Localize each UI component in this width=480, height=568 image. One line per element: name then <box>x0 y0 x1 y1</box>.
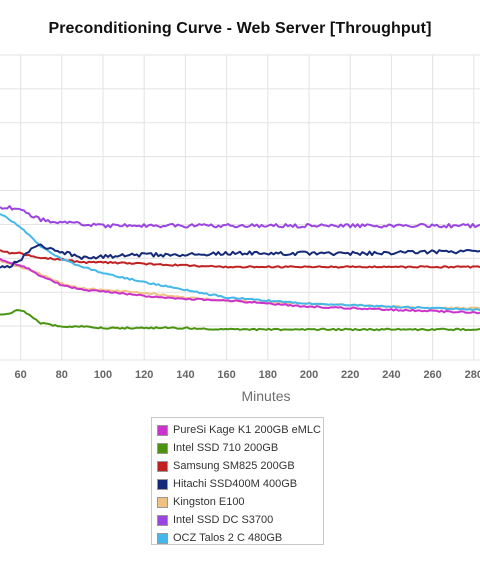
legend-item[interactable]: PureSi Kage K1 200GB eMLC <box>152 421 323 439</box>
series-line <box>0 205 480 229</box>
x-tick-label: 180 <box>259 369 277 381</box>
legend: PureSi Kage K1 200GB eMLC Intel SSD 710 2… <box>151 417 324 545</box>
legend-label: PureSi Kage K1 200GB eMLC <box>173 424 321 436</box>
legend-label: Kingston E100 <box>173 496 245 508</box>
legend-item[interactable]: Samsung SM825 200GB <box>152 457 323 475</box>
legend-swatch <box>157 424 168 436</box>
series-line <box>0 309 480 332</box>
x-axis-ticks: 60 80 100 120 140 160 180 200 220 240 260 280 <box>14 369 480 381</box>
legend-label: OCZ Talos 2 C 480GB <box>173 532 283 544</box>
plot-area: 60 80 100 120 140 160 180 200 220 240 260 280 Minut… <box>0 54 480 404</box>
legend-swatch <box>157 532 168 544</box>
x-tick-label: 220 <box>341 369 359 381</box>
legend-item[interactable]: OCZ Talos 2 C 480GB <box>152 529 323 547</box>
x-tick-label: 260 <box>423 369 441 381</box>
series-line <box>0 257 480 315</box>
series-line <box>0 213 480 312</box>
legend-swatch <box>157 478 168 490</box>
legend-swatch <box>157 460 168 472</box>
series-layer <box>0 205 480 332</box>
legend-item[interactable]: Intel SSD 710 200GB <box>152 439 323 457</box>
legend-item[interactable]: Kingston E100 <box>152 493 323 511</box>
legend-swatch <box>157 496 168 508</box>
x-tick-label: 160 <box>217 369 235 381</box>
chart-title: Preconditioning Curve - Web Server [Thro… <box>48 20 432 37</box>
legend-label: Intel SSD 710 200GB <box>173 442 279 454</box>
x-tick-label: 140 <box>176 369 194 381</box>
grid <box>0 54 480 361</box>
x-tick-label: 100 <box>94 369 112 381</box>
x-axis-title: Minutes <box>241 388 290 404</box>
x-tick-label: 60 <box>14 369 26 381</box>
legend-item[interactable]: Hitachi SSD400M 400GB <box>152 475 323 493</box>
x-tick-label: 240 <box>382 369 400 381</box>
legend-swatch <box>157 442 168 454</box>
legend-swatch <box>157 514 168 526</box>
series-line <box>0 243 480 269</box>
legend-label: Intel SSD DC S3700 <box>173 514 274 526</box>
series-line <box>0 249 480 269</box>
x-tick-label: 280 <box>465 369 480 381</box>
legend-label: Hitachi SSD400M 400GB <box>173 478 298 490</box>
legend-item[interactable]: Intel SSD DC S3700 <box>152 511 323 529</box>
x-tick-label: 200 <box>300 369 318 381</box>
x-tick-label: 120 <box>135 369 153 381</box>
x-tick-label: 80 <box>56 369 68 381</box>
legend-label: Samsung SM825 200GB <box>173 460 295 472</box>
